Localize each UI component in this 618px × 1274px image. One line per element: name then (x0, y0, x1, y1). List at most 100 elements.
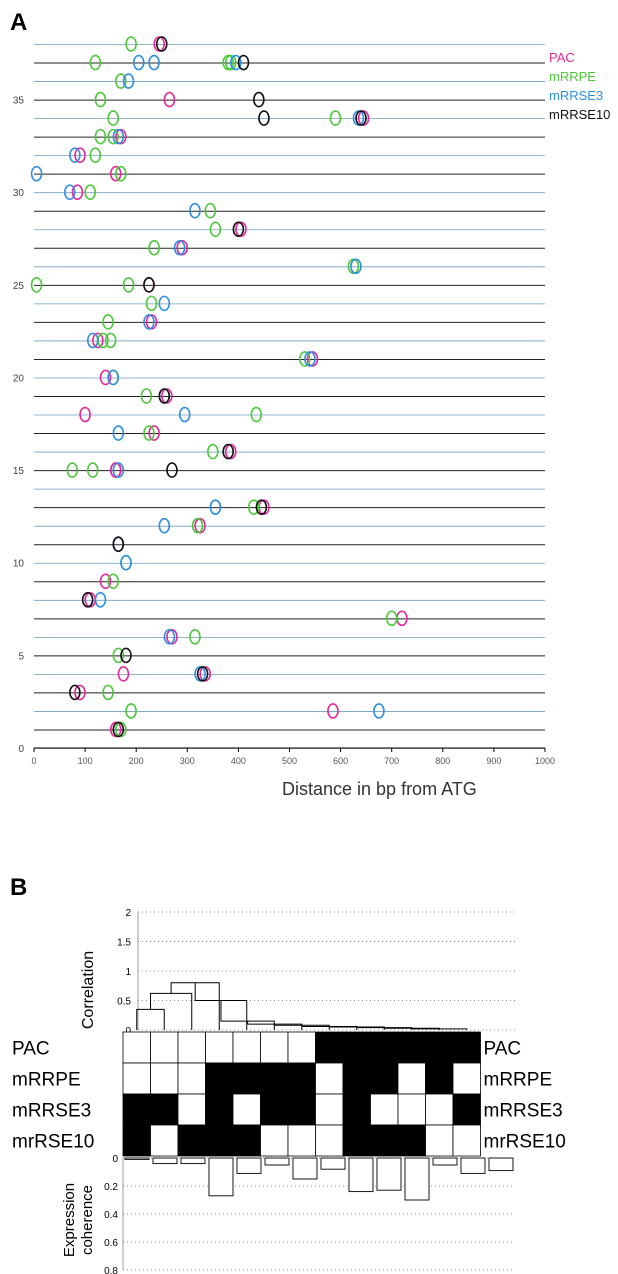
y-tick-label: 30 (13, 188, 25, 199)
marker-mrrse10 (158, 388, 171, 404)
marker-mrrse3 (112, 128, 125, 145)
marker-pac (79, 406, 91, 423)
marker-mrrse10 (81, 591, 94, 608)
marker-pac (163, 91, 176, 108)
marker-pac (109, 165, 122, 182)
coherence-bar (404, 1157, 430, 1201)
marker-mrrpe (299, 351, 311, 367)
heatmap-cell (232, 1062, 261, 1095)
marker-mrrse3 (173, 239, 186, 256)
heatmap-cell (370, 1093, 399, 1126)
marker-mrrpe (125, 703, 137, 719)
y-tick-label: 35 (13, 96, 25, 107)
panel-b-heatmap (122, 1031, 481, 1157)
coherence-bar (152, 1157, 178, 1165)
marker-mrrse3 (120, 554, 132, 571)
panel-b-letter: B (10, 874, 27, 901)
marker-mrrpe (115, 73, 127, 89)
marker-mrrse3 (209, 499, 222, 515)
heatmap-cell (150, 1031, 179, 1064)
x-tick-label: 200 (129, 756, 144, 766)
panel-b-correlation-label: Correlation (80, 951, 97, 1029)
x-tick-label: 800 (435, 756, 450, 766)
heatmap-cell (287, 1124, 316, 1157)
marker-mrrpe (115, 165, 127, 182)
marker-mrrse3 (112, 462, 125, 478)
panel-b-dendrogram (136, 982, 468, 1030)
panel-b-coherence-bars (124, 1157, 514, 1201)
heatmap-cell (342, 1093, 371, 1126)
heatmap-cell (205, 1062, 234, 1095)
marker-mrrpe (102, 314, 114, 330)
heatmap-cell (260, 1093, 289, 1126)
coherence-bar (432, 1157, 458, 1166)
heatmap-cell (177, 1062, 206, 1095)
panel-a-letter: A (10, 9, 27, 36)
heatmap-cell (287, 1062, 316, 1095)
marker-mrrse10 (143, 277, 155, 293)
legend-entry: PAC (549, 50, 575, 65)
heatmap-cell (260, 1124, 289, 1157)
heatmap-cell (260, 1062, 289, 1095)
heatmap-cell (122, 1031, 151, 1064)
marker-mrrse3 (132, 54, 145, 71)
row-label-left: mRRSE3 (12, 1100, 91, 1121)
panel-a-legend: PAC mRRPE mRRSE3 mRRSE10 (549, 50, 610, 122)
marker-pac (74, 147, 86, 163)
marker-pac (235, 221, 247, 238)
marker-mrrpe (89, 147, 102, 163)
coherence-bar (376, 1157, 402, 1191)
marker-mrrse10 (258, 110, 270, 126)
dendrogram-link (220, 1000, 275, 1030)
heatmap-cell (342, 1031, 371, 1064)
marker-pac (74, 684, 86, 701)
marker-mrrpe (94, 128, 107, 145)
marker-pac (71, 184, 84, 201)
coherence-tick-label: 0.4 (104, 1210, 118, 1221)
marker-mrrpe (66, 462, 79, 478)
heatmap-cell (452, 1124, 481, 1157)
marker-mrrse3 (163, 629, 176, 645)
row-label-left: mRRPE (12, 1069, 81, 1090)
marker-mrrpe (347, 258, 360, 275)
heatmap-cell (452, 1062, 481, 1095)
marker-pac (153, 36, 165, 52)
marker-mrrse10 (112, 721, 125, 738)
y-tick-label: 10 (13, 559, 25, 570)
correlation-tick-label: 1 (125, 967, 131, 978)
coherence-tick-label: 0 (112, 1154, 118, 1165)
marker-mrrpe (209, 221, 222, 238)
row-label-right: mRRSE3 (484, 1100, 563, 1121)
marker-pac (148, 425, 160, 441)
marker-mrrse3 (94, 591, 107, 608)
x-tick-label: 600 (333, 756, 348, 766)
heatmap-cell (315, 1093, 344, 1126)
heatmap-cell (287, 1031, 316, 1064)
heatmap-cell (425, 1124, 454, 1157)
y-tick-label: 25 (13, 281, 25, 292)
row-label-left: PAC (12, 1038, 50, 1059)
panel-a-x-axis-label: Distance in bp from ATG (282, 779, 477, 799)
marker-mrrse3 (350, 258, 362, 275)
heatmap-cell (122, 1093, 151, 1126)
legend-entry: mRRPE (549, 69, 596, 84)
heatmap-cell (232, 1093, 261, 1126)
marker-pac (224, 443, 237, 460)
marker-mrrse3 (112, 425, 125, 441)
marker-mrrpe (191, 517, 204, 534)
marker-mrrse3 (304, 351, 316, 367)
panel-a-points (30, 36, 408, 738)
marker-pac (92, 332, 104, 349)
heatmap-cell (232, 1031, 261, 1064)
marker-mrrpe (250, 406, 263, 423)
marker-pac (99, 369, 112, 386)
x-tick-label: 400 (231, 756, 246, 766)
row-label-right: mrRSE10 (484, 1131, 566, 1152)
panel-a-y-ticks: 0 5 10 15 20 25 30 35 (13, 96, 25, 755)
heatmap-cell (370, 1124, 399, 1157)
marker-mrrpe (247, 499, 260, 515)
marker-mrrse10 (222, 443, 234, 460)
marker-mrrpe (207, 443, 219, 460)
heatmap-cell (122, 1062, 151, 1095)
heatmap-cell (425, 1093, 454, 1126)
